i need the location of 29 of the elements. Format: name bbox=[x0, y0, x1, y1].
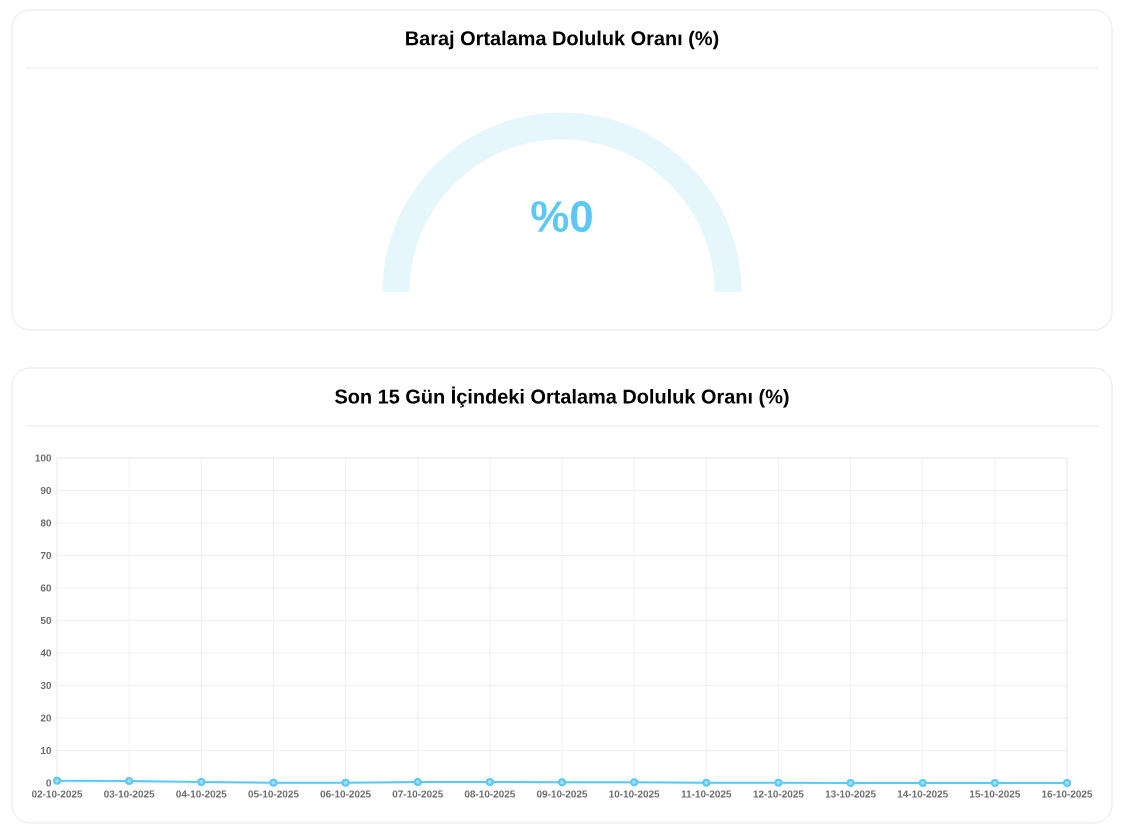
x-tick-label: 14-10-2025 bbox=[897, 790, 948, 798]
x-tick-label: 15-10-2025 bbox=[970, 790, 1021, 798]
x-tick-label: 08-10-2025 bbox=[464, 790, 516, 798]
x-tick-label: 02-10-2025 bbox=[31, 790, 83, 798]
x-tick-label: 09-10-2025 bbox=[536, 790, 588, 798]
y-tick-label: 20 bbox=[40, 714, 52, 722]
y-tick-label: 60 bbox=[40, 584, 52, 592]
x-tick-label: 05-10-2025 bbox=[248, 790, 299, 798]
x-tick-label: 11-10-2025 bbox=[681, 790, 732, 798]
y-tick-label: 40 bbox=[40, 649, 52, 657]
x-tick-label: 07-10-2025 bbox=[392, 790, 443, 798]
y-tick-label: 70 bbox=[40, 551, 52, 560]
text: %0 bbox=[531, 201, 592, 233]
y-tick-label: 50 bbox=[40, 616, 52, 625]
chart-title: Baraj Ortalama Doluluk Oranı (%) bbox=[406, 30, 719, 50]
x-tick-label: 03-10-2025 bbox=[104, 790, 155, 798]
y-tick-label: 30 bbox=[40, 681, 52, 690]
y-tick-label: 100 bbox=[35, 454, 52, 462]
x-tick-label: 13-10-2025 bbox=[825, 790, 876, 798]
y-tick-label: 10 bbox=[41, 746, 52, 755]
x-tick-label: 04-10-2025 bbox=[176, 790, 227, 798]
y-tick-label: 80 bbox=[40, 519, 52, 527]
x-tick-label: 12-10-2025 bbox=[753, 790, 804, 798]
chart-title: Son 15 Gün İçindeki Ortalama Doluluk Oranı (%) bbox=[335, 386, 789, 408]
x-tick-label: 10-10-2025 bbox=[609, 790, 660, 798]
y-tick-label: 90 bbox=[40, 486, 52, 495]
x-tick-label: 16-10-2025 bbox=[1042, 790, 1093, 798]
y-tick-label: 0 bbox=[46, 779, 52, 787]
x-tick-label: 06-10-2025 bbox=[320, 790, 371, 798]
